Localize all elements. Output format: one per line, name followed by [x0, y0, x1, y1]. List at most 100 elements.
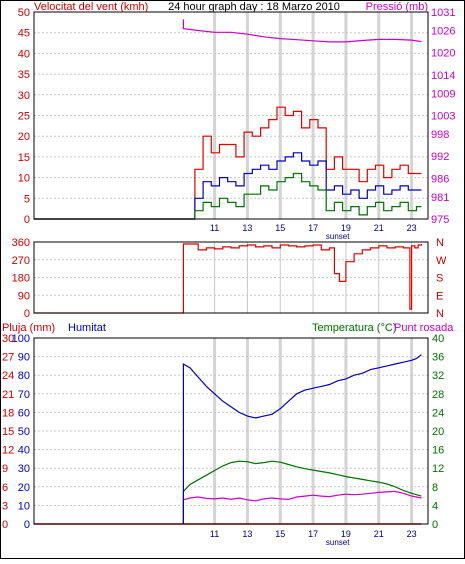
compass-tick-label-2: S: [436, 273, 443, 285]
humidity-panel-ticks: 0369121518212427300102030405060708090100…: [2, 333, 444, 547]
temperature-tick-label-24: 24: [432, 407, 444, 419]
rain-tick-label-3: 3: [2, 500, 8, 512]
pressure-tick-label-1003: 1003: [431, 111, 455, 123]
pressure-series-line: [182, 19, 422, 43]
wind-tick-label-10: 10: [18, 173, 30, 185]
humidity-hour-tick-label-19: 19: [341, 529, 351, 539]
direction-tick-label-360: 360: [12, 237, 30, 249]
rain-tick-label-24: 24: [2, 370, 14, 382]
rain-tick-label-15: 15: [2, 426, 14, 438]
wind-tick-label-30: 30: [18, 90, 30, 102]
temperature-tick-label-16: 16: [432, 445, 444, 457]
humidity-tick-label-70: 70: [18, 389, 30, 401]
humidity-tick-label-50: 50: [18, 426, 30, 438]
pressure-tick-label-1026: 1026: [431, 25, 455, 37]
pressure-tick-label-986: 986: [431, 173, 449, 185]
temperature-tick-label-36: 36: [432, 352, 444, 364]
pressure-tick-label-981: 981: [431, 192, 449, 204]
temperature-tick-label-40: 40: [432, 333, 444, 345]
humidity-plot-frame: [33, 337, 429, 525]
wind-tick-label-50: 50: [18, 7, 30, 19]
temperature-tick-label-12: 12: [432, 463, 444, 475]
humidity-panel-grid: [34, 337, 428, 525]
hour-tick-label-23: 23: [407, 223, 417, 233]
direction-tick-label-0: 0: [24, 308, 30, 320]
humidity-hour-tick-label-21: 21: [374, 529, 384, 539]
hour-tick-label-15: 15: [275, 223, 285, 233]
hour-tick-label-21: 21: [374, 223, 384, 233]
wind-minimum-series-line: [34, 172, 422, 220]
rain-tick-label-27: 27: [2, 352, 14, 364]
rain-tick-label-0: 0: [2, 519, 8, 531]
humidity-hour-tick-label-11: 11: [210, 529, 219, 539]
wind-speed-axis-label: Velocitat del vent (kmh): [34, 1, 148, 13]
wind-tick-label-0: 0: [24, 214, 30, 226]
temperature-tick-label-4: 4: [432, 500, 438, 512]
humidity-tick-label-40: 40: [18, 445, 30, 457]
hour-band-19: [344, 12, 348, 219]
humidity-tick-label-100: 100: [12, 333, 30, 345]
wind-tick-label-45: 45: [18, 28, 30, 40]
temperature-tick-label-28: 28: [432, 389, 444, 401]
chart-title: 24 hour graph day : 18 Marzo 2010: [168, 1, 340, 13]
humidity-tick-label-90: 90: [18, 352, 30, 364]
hour-tick-label-13: 13: [242, 223, 252, 233]
wind-tick-label-20: 20: [18, 131, 30, 143]
humidity-tick-label-60: 60: [18, 407, 30, 419]
compass-tick-label-0: N: [436, 308, 444, 320]
humidity-hour-tick-label-13: 13: [242, 529, 252, 539]
wind-direction-series-line: [34, 243, 422, 314]
compass-tick-label-1: E: [436, 290, 443, 302]
humidity-tick-label-30: 30: [18, 463, 30, 475]
humidity-sunset-label: sunset: [326, 538, 350, 547]
pressure-tick-label-1009: 1009: [431, 88, 455, 100]
humidity-hour-band-17: [311, 338, 315, 524]
sunset-label: sunset: [326, 232, 350, 241]
hour-tick-label-11: 11: [210, 223, 219, 233]
hour-band-17: [311, 12, 315, 219]
rain-tick-label-12: 12: [2, 445, 14, 457]
direction-tick-label-270: 270: [12, 255, 30, 267]
pressure-tick-label-992: 992: [431, 151, 449, 163]
rain-tick-label-18: 18: [2, 407, 14, 419]
wind-tick-label-35: 35: [18, 69, 30, 81]
wind-plot-frame: [33, 11, 429, 220]
humidity-axis-label: Humitat: [68, 322, 106, 334]
humidity-hour-tick-label-17: 17: [308, 529, 318, 539]
pressure-tick-label-1014: 1014: [431, 70, 455, 82]
temperature-series-line: [182, 460, 422, 524]
humidity-hour-tick-label-23: 23: [407, 529, 417, 539]
temperature-tick-label-0: 0: [432, 519, 438, 531]
temperature-tick-label-32: 32: [432, 370, 444, 382]
humidity-hour-band-15: [278, 338, 282, 524]
hour-band-15: [278, 12, 282, 219]
compass-tick-label-4: N: [436, 237, 444, 249]
pressure-tick-label-1020: 1020: [431, 48, 455, 60]
humidity-tick-label-20: 20: [18, 482, 30, 494]
direction-panel-series: [34, 243, 422, 314]
wind-tick-label-25: 25: [18, 111, 30, 123]
rain-tick-label-21: 21: [2, 389, 14, 401]
wind-panel-series: [34, 19, 422, 220]
humidity-series-line: [182, 354, 422, 524]
pressure-tick-label-998: 998: [431, 129, 449, 141]
temperature-tick-label-20: 20: [432, 426, 444, 438]
direction-tick-label-180: 180: [12, 273, 30, 285]
hour-tick-label-19: 19: [341, 223, 351, 233]
pressure-axis-label: Pressió (mb): [366, 1, 428, 13]
humidity-tick-label-0: 0: [24, 519, 30, 531]
humidity-hour-tick-label-15: 15: [275, 529, 285, 539]
humidity-hour-band-19: [344, 338, 348, 524]
temperature-tick-label-8: 8: [432, 482, 438, 494]
wind-panel-ticks: 0 5 10 15 20 25 30 35 40 45 50 975 981 986 992 998 1003 1…: [18, 7, 456, 241]
wind-average-series-line: [34, 152, 422, 220]
rain-tick-label-30: 30: [2, 333, 14, 345]
dewpoint-series-line: [182, 490, 422, 524]
direction-plot-frame: [33, 241, 429, 314]
pressure-tick-label-1031: 1031: [431, 7, 455, 19]
direction-tick-label-90: 90: [18, 290, 30, 302]
